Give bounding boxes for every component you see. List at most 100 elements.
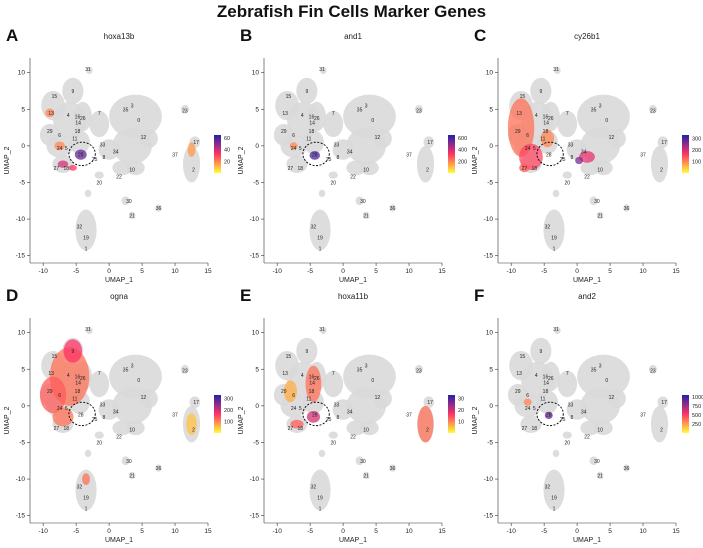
cluster-label: 32 bbox=[77, 224, 83, 230]
gene-title: hoxa11b bbox=[337, 292, 369, 301]
cluster-label: 14 bbox=[75, 120, 81, 126]
cluster-label: 20 bbox=[96, 440, 102, 446]
y-tick-label: -10 bbox=[250, 216, 260, 223]
cluster-label: 0 bbox=[137, 118, 140, 124]
expression-region bbox=[68, 164, 77, 171]
cell-cluster bbox=[139, 389, 158, 409]
cluster-label: 33 bbox=[100, 142, 106, 148]
cell-cluster bbox=[416, 145, 435, 183]
x-tick-label: -5 bbox=[307, 528, 313, 535]
cluster-label: 2 bbox=[660, 427, 663, 433]
cluster-label: 5 bbox=[299, 146, 302, 152]
x-tick-label: -10 bbox=[272, 268, 282, 275]
cluster-label: 36 bbox=[156, 466, 162, 472]
cell-cluster bbox=[307, 101, 326, 132]
y-tick-label: 10 bbox=[486, 330, 494, 337]
cell-cluster bbox=[623, 204, 630, 212]
cluster-label: 1 bbox=[85, 506, 88, 512]
cluster-label: 28 bbox=[312, 413, 318, 419]
cell-cluster bbox=[302, 130, 324, 154]
colorbar bbox=[448, 395, 455, 433]
cell-cluster bbox=[541, 361, 560, 392]
cluster-label: 20 bbox=[564, 180, 570, 186]
cluster-label: 30 bbox=[360, 459, 366, 465]
gene-title: and2 bbox=[578, 292, 596, 301]
cluster-label: 6 bbox=[58, 393, 61, 399]
cell-cluster bbox=[121, 196, 130, 206]
expression-region bbox=[289, 142, 298, 150]
cluster-label: 34 bbox=[113, 410, 119, 416]
y-tick-label: 5 bbox=[21, 106, 25, 113]
cell-cluster bbox=[98, 139, 120, 160]
cluster-label: 25 bbox=[92, 157, 98, 163]
cluster-label: 14 bbox=[75, 380, 81, 386]
cluster-label: 33 bbox=[334, 142, 340, 148]
cluster-label: 33 bbox=[568, 402, 574, 408]
x-tick-label: 0 bbox=[107, 268, 111, 275]
cell-cluster bbox=[389, 204, 396, 212]
cluster-label: 22 bbox=[350, 435, 356, 441]
cell-cluster bbox=[530, 337, 552, 365]
cell-cluster bbox=[536, 390, 558, 414]
cell-cluster bbox=[552, 189, 560, 198]
cluster-label: 37 bbox=[640, 413, 646, 419]
cell-cluster bbox=[423, 396, 435, 409]
cell-cluster bbox=[332, 399, 354, 420]
x-tick-label: 5 bbox=[608, 528, 612, 535]
cluster-label: 27 bbox=[54, 426, 60, 432]
cluster-label: 3 bbox=[131, 104, 134, 110]
cluster-28-outline bbox=[536, 401, 564, 427]
cluster-label: 1 bbox=[85, 246, 88, 252]
cell-cluster bbox=[296, 337, 318, 365]
cell-cluster bbox=[389, 464, 396, 472]
cluster-label: 19 bbox=[317, 495, 323, 501]
cluster-28-outline bbox=[302, 141, 330, 167]
panel-label: F bbox=[474, 286, 485, 305]
cluster-label: 14 bbox=[309, 380, 315, 386]
x-tick-label: -10 bbox=[38, 268, 48, 275]
colorbar-tick-label: 200 bbox=[224, 408, 233, 414]
colorbar-tick-label: 60 bbox=[224, 136, 230, 142]
y-tick-label: -10 bbox=[16, 476, 26, 483]
colorbar bbox=[448, 135, 455, 173]
cluster-label: 12 bbox=[141, 395, 147, 401]
y-axis-label: UMAP_2 bbox=[4, 146, 11, 174]
cluster-label: 11 bbox=[72, 137, 77, 143]
cluster-label: 15 bbox=[520, 354, 526, 360]
x-axis-label: UMAP_1 bbox=[573, 537, 601, 544]
cluster-label: 13 bbox=[282, 371, 288, 377]
cluster-label: 19 bbox=[83, 495, 89, 501]
cell-cluster bbox=[68, 130, 90, 154]
cell-cluster bbox=[355, 456, 364, 466]
cluster-label: 36 bbox=[624, 466, 630, 472]
cluster-label: 12 bbox=[609, 135, 615, 141]
cell-cluster bbox=[594, 160, 613, 176]
cluster-label: 18 bbox=[63, 166, 69, 172]
cluster-label: 22 bbox=[584, 435, 590, 441]
cell-cluster bbox=[332, 139, 354, 160]
cluster-label: 26 bbox=[314, 116, 320, 122]
y-tick-label: -5 bbox=[487, 439, 493, 446]
cluster-label: 6 bbox=[526, 393, 529, 399]
cell-cluster bbox=[554, 326, 561, 335]
y-tick-label: 0 bbox=[21, 143, 25, 150]
cluster-label: 18 bbox=[297, 426, 303, 432]
cell-cluster bbox=[180, 104, 189, 114]
cluster-label: 22 bbox=[116, 435, 122, 441]
cell-cluster bbox=[650, 405, 669, 443]
cluster-label: 1 bbox=[319, 246, 322, 252]
cluster-label: 3 bbox=[365, 104, 368, 110]
cluster-label: 14 bbox=[543, 380, 549, 386]
cluster-label: 16 bbox=[309, 115, 315, 121]
colorbar-tick-label: 20 bbox=[224, 159, 230, 165]
x-tick-label: 10 bbox=[171, 528, 179, 535]
x-tick-label: 10 bbox=[639, 528, 647, 535]
cluster-label: 24 bbox=[525, 146, 531, 152]
cluster-label: 21 bbox=[597, 213, 603, 219]
cell-cluster bbox=[648, 104, 657, 114]
x-tick-label: 5 bbox=[374, 268, 378, 275]
cell-cluster bbox=[355, 196, 364, 206]
y-tick-label: -15 bbox=[484, 253, 494, 260]
